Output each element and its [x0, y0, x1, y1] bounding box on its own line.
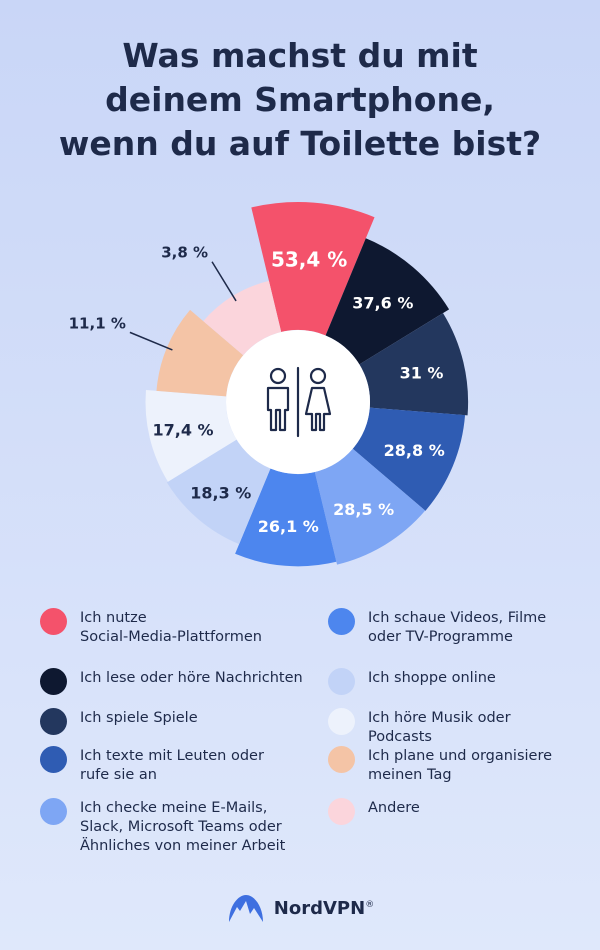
- legend-label: Ich checke meine E-Mails, Slack, Microsof…: [80, 798, 285, 856]
- legend-label-line: Ich checke meine E-Mails,: [80, 800, 268, 816]
- title-line-3: wenn du auf Toilette bist?: [58, 124, 542, 163]
- slice-3: [359, 313, 469, 416]
- legend-label-line: Ich höre Musik oder: [368, 710, 511, 726]
- slice-10: [203, 280, 282, 356]
- legend-swatch: [40, 668, 67, 695]
- legend-label-line: Ich lese oder höre Nachrichten: [80, 670, 303, 686]
- legend-label-line: Ich plane und organisiere: [368, 748, 553, 764]
- legend-label-line: meinen Tag: [368, 767, 452, 783]
- legend-label-line: Andere: [368, 800, 420, 816]
- legend-swatch: [328, 746, 355, 773]
- slice-label-6: 26,1 %: [258, 517, 319, 536]
- slice-2: [325, 238, 450, 365]
- legend-label-line: Ich texte mit Leuten oder: [80, 748, 264, 764]
- legend-label: Ich spiele Spiele: [80, 708, 198, 728]
- center-circle: [226, 330, 370, 474]
- slice-label-5: 28,5 %: [333, 500, 394, 519]
- slice-5: [314, 448, 426, 565]
- legend-label: Andere: [368, 798, 420, 818]
- slice-label-7: 18,3 %: [190, 483, 251, 502]
- leader-line-10: [211, 261, 237, 302]
- legend-item: Ich lese oder höre Nachrichten: [40, 668, 303, 695]
- legend-label-line: Podcasts: [368, 729, 432, 745]
- legend-swatch: [40, 746, 67, 773]
- title-line-1: Was machst du mit: [122, 36, 478, 75]
- legend-item: Ich schaue Videos, Filme oder TV-Programm…: [328, 608, 546, 647]
- legend-label-line: Ähnliches von meiner Arbeit: [80, 838, 286, 854]
- brand-name: NordVPN®: [273, 897, 375, 919]
- legend-item: Ich plane und organisiere meinen Tag: [328, 746, 552, 785]
- slice-7: [166, 439, 271, 545]
- legend-label-line: Ich spiele Spiele: [80, 710, 198, 726]
- legend-item: Ich checke meine E-Mails, Slack, Microsof…: [40, 798, 285, 856]
- legend-label: Ich höre Musik oder Podcasts: [368, 708, 511, 747]
- legend-label-line: Social-Media-Plattformen: [80, 629, 262, 645]
- restroom-icon: [266, 366, 332, 438]
- legend-label: Ich nutze Social-Media-Plattformen: [80, 608, 262, 647]
- legend-swatch: [328, 708, 355, 735]
- legend-label: Ich lese oder höre Nachrichten: [80, 668, 303, 688]
- legend-swatch: [40, 708, 67, 735]
- slice-label-3: 31 %: [400, 363, 444, 382]
- legend-swatch: [40, 798, 67, 825]
- legend-item: Ich texte mit Leuten oder rufe sie an: [40, 746, 264, 785]
- legend-swatch: [328, 798, 355, 825]
- legend-item: Ich shoppe online: [328, 668, 496, 695]
- leader-line-9: [129, 331, 173, 351]
- legend-item: Andere: [328, 798, 420, 825]
- brand: NordVPN®: [0, 892, 600, 924]
- legend-label-line: Ich schaue Videos, Filme: [368, 610, 547, 626]
- slice-9: [156, 309, 244, 397]
- legend-label-line: rufe sie an: [80, 767, 157, 783]
- slice-label-8: 17,4 %: [152, 421, 213, 440]
- legend-label: Ich texte mit Leuten oder rufe sie an: [80, 746, 264, 785]
- slice-label-2: 37,6 %: [352, 294, 413, 313]
- legend-swatch: [328, 608, 355, 635]
- slice-8: [145, 390, 237, 482]
- donut-chart: 53,4 % 37,6 % 31 % 28,8 % 28,5 % 26,1 % 18,3 %…: [69, 202, 469, 567]
- legend-label-line: Ich shoppe online: [368, 670, 496, 686]
- slice-label-9: 11,1 %: [69, 314, 126, 332]
- slice-label-4: 28,8 %: [384, 441, 445, 460]
- legend-label-line: Ich nutze: [80, 610, 147, 626]
- legend-label-line: Slack, Microsoft Teams oder: [80, 819, 282, 835]
- legend-label-line: oder TV-Programme: [368, 629, 513, 645]
- slice-4: [352, 407, 466, 511]
- title-line-2: deinem Smartphone,: [105, 80, 495, 119]
- slice-label-1: 53,4 %: [271, 247, 347, 271]
- legend-item: Ich höre Musik oder Podcasts: [328, 708, 511, 747]
- slice-label-10: 3,8 %: [161, 244, 208, 262]
- legend-label: Ich shoppe online: [368, 668, 496, 688]
- slice-1: [251, 202, 375, 336]
- chart-title: Was machst du mit deinem Smartphone, wen…: [0, 34, 600, 166]
- nordvpn-logo-icon: [228, 895, 263, 922]
- legend-swatch: [328, 668, 355, 695]
- legend-item: Ich spiele Spiele: [40, 708, 198, 735]
- legend-label: Ich plane und organisiere meinen Tag: [368, 746, 552, 785]
- legend-item: Ich nutze Social-Media-Plattformen: [40, 608, 262, 647]
- legend-label: Ich schaue Videos, Filme oder TV-Programm…: [368, 608, 546, 647]
- legend-swatch: [40, 608, 67, 635]
- slice-6: [235, 468, 337, 567]
